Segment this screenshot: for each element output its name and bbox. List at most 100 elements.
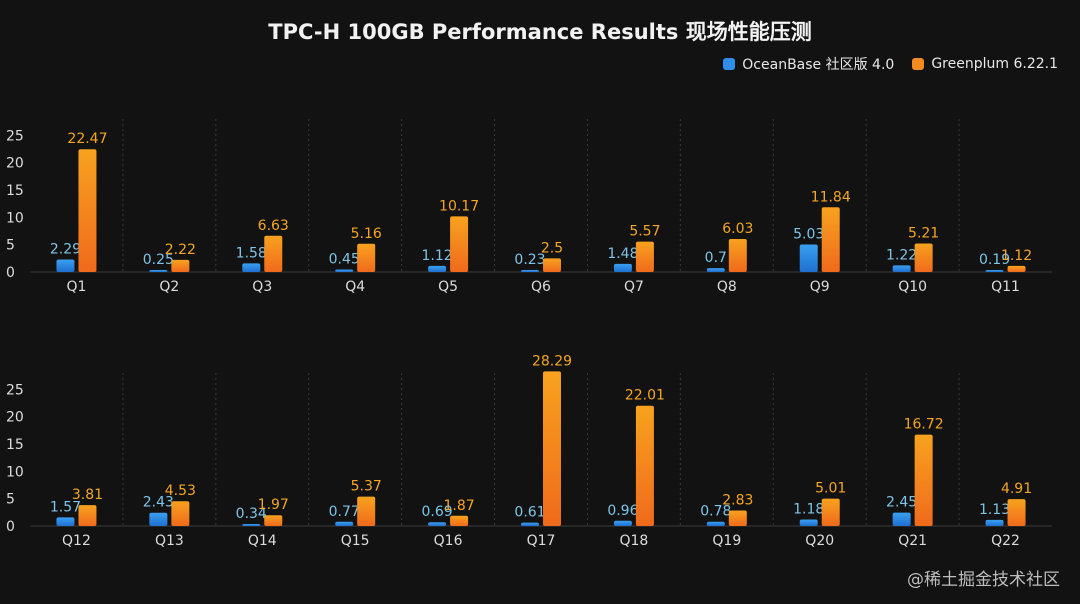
x-tick-label: Q9	[810, 279, 830, 295]
x-tick-label: Q8	[717, 279, 737, 295]
data-label-greenplum: 22.47	[67, 131, 107, 147]
data-label-greenplum: 5.37	[351, 479, 382, 495]
data-label-greenplum: 2.83	[722, 493, 753, 509]
y-tick-label: 0	[6, 519, 15, 535]
data-label-greenplum: 5.21	[908, 226, 939, 242]
bar-greenplum	[357, 496, 376, 526]
bar-greenplum	[450, 515, 469, 526]
data-label-oceanbase: 0.77	[329, 504, 360, 520]
data-label-greenplum: 16.72	[904, 417, 944, 433]
x-tick-label: Q6	[531, 279, 551, 295]
bar-oceanbase	[985, 519, 1004, 526]
data-label-greenplum: 1.12	[1001, 248, 1032, 264]
data-label-oceanbase: 1.18	[793, 502, 824, 518]
bar-oceanbase	[613, 263, 632, 272]
bar-oceanbase	[521, 270, 539, 272]
x-tick-label: Q15	[341, 533, 370, 549]
bar-greenplum	[543, 258, 561, 272]
data-label-greenplum: 11.84	[811, 189, 851, 205]
data-label-oceanbase: 0.78	[700, 504, 731, 520]
data-label-oceanbase: 1.58	[236, 245, 267, 261]
x-tick-label: Q17	[527, 533, 556, 549]
bar-greenplum	[821, 498, 840, 526]
bar-oceanbase	[521, 522, 539, 526]
bar-greenplum	[728, 239, 747, 272]
x-tick-label: Q18	[619, 533, 648, 549]
y-tick-label: 20	[6, 410, 24, 426]
bar-greenplum	[635, 241, 654, 272]
data-label-oceanbase: 1.48	[607, 246, 638, 262]
legend-swatch-oceanbase	[723, 58, 736, 70]
bar-oceanbase	[56, 259, 75, 272]
data-label-greenplum: 1.87	[444, 498, 475, 514]
x-tick-label: Q10	[898, 279, 927, 295]
y-tick-label: 0	[6, 265, 15, 281]
bar-greenplum	[1007, 265, 1026, 272]
bar-oceanbase	[613, 520, 632, 526]
data-label-oceanbase: 1.57	[50, 499, 81, 515]
legend-label-greenplum: Greenplum 6.22.1	[931, 56, 1058, 72]
x-tick-label: Q16	[434, 533, 463, 549]
bar-greenplum	[264, 235, 283, 272]
y-tick-label: 15	[6, 183, 24, 199]
data-label-greenplum: 10.17	[439, 198, 479, 214]
data-label-greenplum: 28.29	[532, 353, 572, 369]
data-label-oceanbase: 0.61	[514, 505, 545, 521]
y-tick-label: 5	[6, 492, 15, 508]
legend-label-oceanbase: OceanBase 社区版 4.0	[742, 57, 895, 73]
data-label-oceanbase: 5.03	[793, 227, 824, 243]
data-label-greenplum: 5.16	[351, 226, 382, 242]
bar-oceanbase	[428, 265, 447, 272]
data-label-greenplum: 4.91	[1001, 481, 1032, 497]
legend-item-greenplum[interactable]: Greenplum 6.22.1	[912, 56, 1058, 72]
bar-oceanbase	[985, 270, 1004, 272]
x-tick-label: Q14	[248, 533, 277, 549]
data-label-oceanbase: 0.96	[607, 503, 638, 519]
x-tick-label: Q5	[438, 279, 458, 295]
data-label-oceanbase: 1.22	[886, 247, 917, 263]
data-label-oceanbase: 1.13	[979, 502, 1010, 518]
bar-greenplum	[78, 149, 97, 272]
bar-oceanbase	[892, 512, 911, 526]
bar-oceanbase	[799, 244, 818, 272]
bar-greenplum	[264, 515, 283, 526]
x-tick-label: Q19	[712, 533, 741, 549]
bar-oceanbase	[706, 521, 725, 526]
bar-greenplum	[821, 207, 840, 272]
bar-oceanbase	[242, 263, 261, 272]
legend-item-oceanbase[interactable]: OceanBase 社区版 4.0	[723, 54, 894, 74]
data-label-greenplum: 6.03	[722, 221, 753, 237]
bar-greenplum	[357, 243, 376, 272]
bar-oceanbase	[706, 268, 725, 272]
x-tick-label: Q2	[159, 279, 179, 295]
data-label-greenplum: 22.01	[625, 388, 665, 404]
x-tick-label: Q21	[898, 533, 927, 549]
chart-title: TPC-H 100GB Performance Results 现场性能压测	[268, 20, 812, 44]
bar-oceanbase	[335, 269, 354, 272]
y-tick-label: 5	[6, 238, 15, 254]
data-label-greenplum: 5.57	[629, 224, 660, 240]
y-tick-label: 15	[6, 437, 24, 453]
x-tick-label: Q1	[66, 279, 86, 295]
data-label-oceanbase: 2.43	[143, 495, 174, 511]
bar-greenplum	[543, 371, 561, 526]
data-label-oceanbase: 0.19	[979, 252, 1010, 268]
x-tick-label: Q22	[991, 533, 1020, 549]
bar-oceanbase	[149, 270, 168, 272]
data-label-greenplum: 2.22	[165, 242, 196, 258]
data-label-oceanbase: 2.45	[886, 495, 917, 511]
bar-oceanbase	[242, 524, 261, 526]
data-label-oceanbase: 0.7	[705, 250, 727, 266]
y-tick-label: 25	[6, 382, 24, 398]
data-label-oceanbase: 0.45	[329, 252, 360, 268]
bar-greenplum	[914, 243, 933, 272]
y-tick-label: 10	[6, 210, 24, 226]
data-label-oceanbase: 1.12	[422, 248, 453, 264]
bar-oceanbase	[892, 265, 911, 272]
bar-greenplum	[1007, 499, 1026, 526]
data-label-greenplum: 1.97	[258, 497, 289, 513]
data-label-oceanbase: 0.25	[143, 252, 174, 268]
x-tick-label: Q20	[805, 533, 834, 549]
data-label-greenplum: 2.5	[541, 240, 563, 256]
y-tick-label: 10	[6, 464, 24, 480]
